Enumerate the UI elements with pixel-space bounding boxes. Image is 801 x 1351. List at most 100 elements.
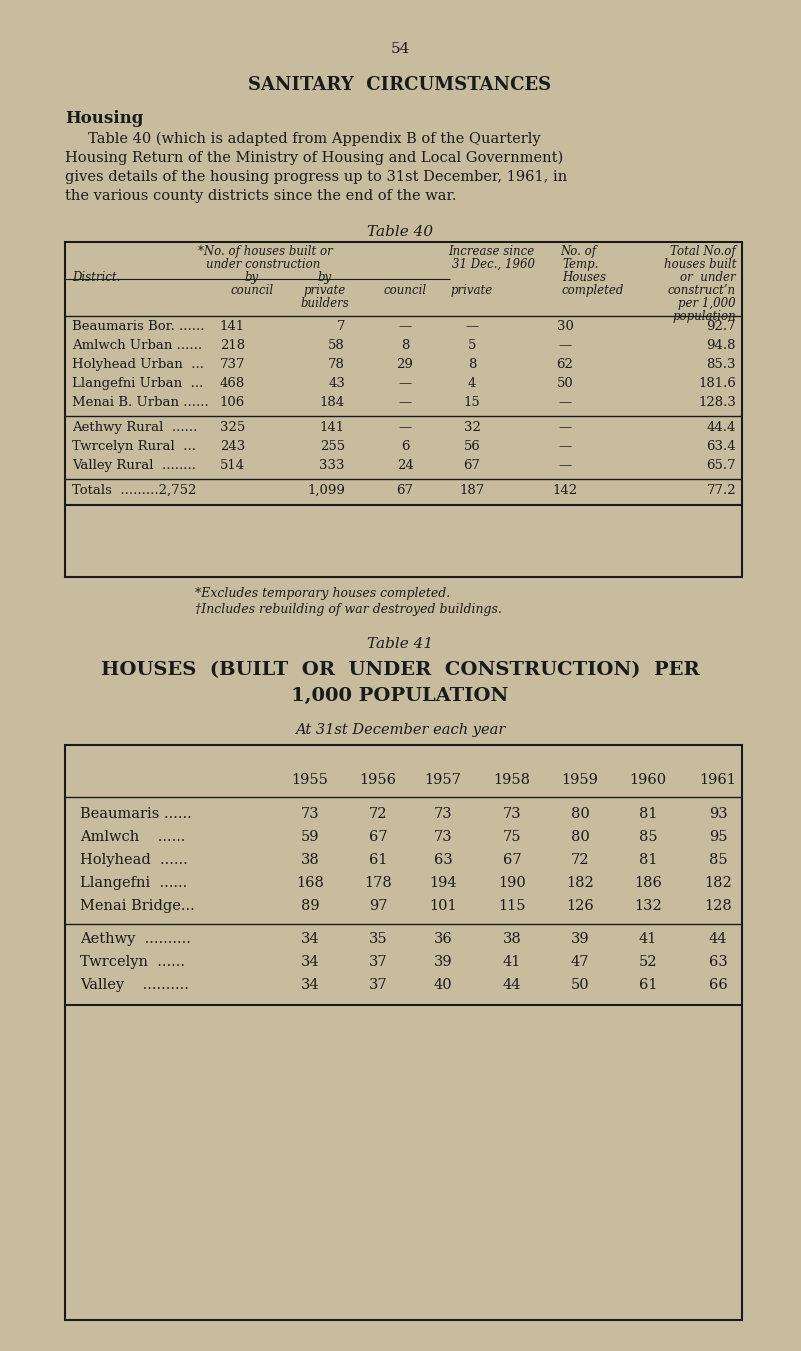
Text: 468: 468 bbox=[219, 377, 245, 390]
Text: Total No.of: Total No.of bbox=[670, 245, 736, 258]
Text: 73: 73 bbox=[503, 807, 521, 821]
Text: Aethwy  ..........: Aethwy .......... bbox=[80, 932, 191, 946]
Text: 181.6: 181.6 bbox=[698, 377, 736, 390]
Bar bbox=[65, 242, 742, 577]
Text: Table 40: Table 40 bbox=[367, 226, 433, 239]
Text: 52: 52 bbox=[638, 955, 658, 969]
Text: Beaumaris Bor. ......: Beaumaris Bor. ...... bbox=[72, 320, 204, 332]
Text: Holyhead  ......: Holyhead ...... bbox=[80, 852, 187, 867]
Text: No. of: No. of bbox=[560, 245, 596, 258]
Text: 66: 66 bbox=[709, 978, 727, 992]
Text: 85: 85 bbox=[638, 830, 658, 844]
Text: HOUSES  (BUILT  OR  UNDER  CONSTRUCTION)  PER: HOUSES (BUILT OR UNDER CONSTRUCTION) PER bbox=[101, 661, 699, 680]
Text: 30: 30 bbox=[557, 320, 574, 332]
Text: 78: 78 bbox=[328, 358, 345, 372]
Text: Valley Rural  ........: Valley Rural ........ bbox=[72, 459, 196, 471]
Text: 126: 126 bbox=[566, 898, 594, 913]
Text: 190: 190 bbox=[498, 875, 526, 890]
Text: 36: 36 bbox=[433, 932, 453, 946]
Text: 8: 8 bbox=[400, 339, 409, 353]
Text: 44.4: 44.4 bbox=[706, 422, 736, 434]
Text: 7: 7 bbox=[336, 320, 345, 332]
Text: †Includes rebuilding of war destroyed buildings.: †Includes rebuilding of war destroyed bu… bbox=[195, 603, 502, 616]
Text: 80: 80 bbox=[570, 807, 590, 821]
Text: 34: 34 bbox=[300, 978, 320, 992]
Text: 243: 243 bbox=[219, 440, 245, 453]
Text: 50: 50 bbox=[557, 377, 574, 390]
Text: Table 40 (which is adapted from Appendix B of the Quarterly: Table 40 (which is adapted from Appendix… bbox=[65, 132, 541, 146]
Text: 61: 61 bbox=[368, 852, 387, 867]
Text: —: — bbox=[398, 377, 412, 390]
Text: construct’n: construct’n bbox=[668, 284, 736, 297]
Text: 73: 73 bbox=[433, 807, 453, 821]
Text: 67: 67 bbox=[396, 484, 413, 497]
Text: 97: 97 bbox=[368, 898, 387, 913]
Text: 63: 63 bbox=[433, 852, 453, 867]
Text: 59: 59 bbox=[300, 830, 320, 844]
Text: population: population bbox=[672, 309, 736, 323]
Text: 77.2: 77.2 bbox=[706, 484, 736, 497]
Text: 73: 73 bbox=[433, 830, 453, 844]
Text: council: council bbox=[231, 284, 274, 297]
Text: Housing Return of the Ministry of Housing and Local Government): Housing Return of the Ministry of Housin… bbox=[65, 151, 563, 165]
Text: 1955: 1955 bbox=[292, 773, 328, 788]
Text: 44: 44 bbox=[709, 932, 727, 946]
Text: 95: 95 bbox=[709, 830, 727, 844]
Text: 132: 132 bbox=[634, 898, 662, 913]
Text: 67: 67 bbox=[368, 830, 388, 844]
Text: 31 Dec., 1960: 31 Dec., 1960 bbox=[452, 258, 535, 272]
Text: 39: 39 bbox=[433, 955, 453, 969]
Text: 128: 128 bbox=[704, 898, 732, 913]
Text: 65.7: 65.7 bbox=[706, 459, 736, 471]
Text: 34: 34 bbox=[300, 932, 320, 946]
Text: 37: 37 bbox=[368, 978, 388, 992]
Text: *No. of houses built or: *No. of houses built or bbox=[198, 245, 332, 258]
Text: Increase since: Increase since bbox=[448, 245, 534, 258]
Text: builders: builders bbox=[300, 297, 349, 309]
Text: 1,000 POPULATION: 1,000 POPULATION bbox=[292, 688, 509, 705]
Text: Aethwy Rural  ......: Aethwy Rural ...... bbox=[72, 422, 197, 434]
Text: Menai B. Urban ......: Menai B. Urban ...... bbox=[72, 396, 209, 409]
Text: 81: 81 bbox=[638, 852, 658, 867]
Text: 142: 142 bbox=[553, 484, 578, 497]
Text: 43: 43 bbox=[328, 377, 345, 390]
Text: council: council bbox=[384, 284, 427, 297]
Text: Housing: Housing bbox=[65, 109, 143, 127]
Text: At 31st December each year: At 31st December each year bbox=[295, 723, 505, 738]
Text: 115: 115 bbox=[498, 898, 525, 913]
Text: *Excludes temporary houses completed.: *Excludes temporary houses completed. bbox=[195, 586, 450, 600]
Text: District.: District. bbox=[72, 272, 120, 284]
Text: 8: 8 bbox=[468, 358, 476, 372]
Text: —: — bbox=[398, 396, 412, 409]
Text: Temp.: Temp. bbox=[562, 258, 598, 272]
Text: 1956: 1956 bbox=[360, 773, 396, 788]
Text: 128.3: 128.3 bbox=[698, 396, 736, 409]
Text: 40: 40 bbox=[433, 978, 453, 992]
Text: 24: 24 bbox=[396, 459, 413, 471]
Text: 1961: 1961 bbox=[699, 773, 736, 788]
Text: 15: 15 bbox=[464, 396, 481, 409]
Text: 184: 184 bbox=[320, 396, 345, 409]
Text: 93: 93 bbox=[709, 807, 727, 821]
Text: 5: 5 bbox=[468, 339, 476, 353]
Text: by: by bbox=[318, 272, 332, 284]
Text: 6: 6 bbox=[400, 440, 409, 453]
Text: completed: completed bbox=[562, 284, 624, 297]
Text: 182: 182 bbox=[566, 875, 594, 890]
Text: 168: 168 bbox=[296, 875, 324, 890]
Text: 85: 85 bbox=[709, 852, 727, 867]
Text: —: — bbox=[558, 459, 572, 471]
Text: 182: 182 bbox=[704, 875, 732, 890]
Text: 85.3: 85.3 bbox=[706, 358, 736, 372]
Text: —: — bbox=[398, 320, 412, 332]
Text: 178: 178 bbox=[364, 875, 392, 890]
Text: Holyhead Urban  ...: Holyhead Urban ... bbox=[72, 358, 204, 372]
Text: 39: 39 bbox=[570, 932, 590, 946]
Text: gives details of the housing progress up to 31st December, 1961, in: gives details of the housing progress up… bbox=[65, 170, 567, 184]
Text: —: — bbox=[558, 339, 572, 353]
Text: 54: 54 bbox=[390, 42, 409, 55]
Text: 63.4: 63.4 bbox=[706, 440, 736, 453]
Text: 38: 38 bbox=[300, 852, 320, 867]
Text: 101: 101 bbox=[429, 898, 457, 913]
Text: 58: 58 bbox=[328, 339, 345, 353]
